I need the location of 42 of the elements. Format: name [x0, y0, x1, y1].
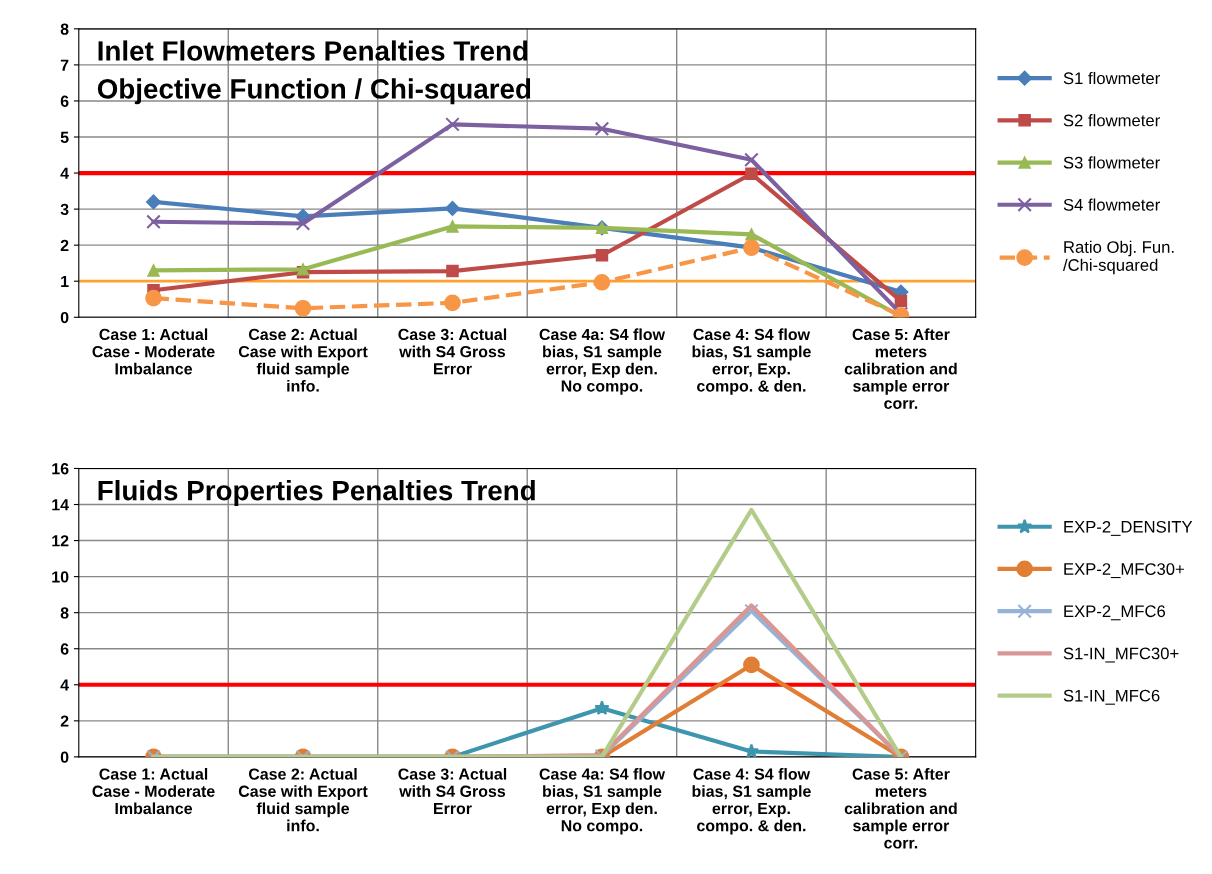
x-tick-label: Case 3: Actual with S4 Gross Error — [398, 328, 507, 375]
y-tick-label: 0 — [60, 311, 69, 324]
legend-label: S3 flowmeter — [1063, 156, 1160, 169]
y-tick-label: 3 — [60, 203, 69, 216]
x-tick-label: Case 2: Actual Case with Export fluid sample info. — [238, 328, 368, 392]
y-tick-label: 0 — [60, 751, 69, 763]
text: Inlet Flowmeters Penalties Trend Objective Function / Chi-squared — [97, 40, 531, 105]
y-tick-label: 2 — [60, 239, 69, 251]
x-tick-label: Case 1: Actual Case - Moderate Imbalance — [92, 328, 215, 375]
legend-label: EXP-2_MFC30+ — [1064, 563, 1184, 579]
y-tick-label: 1 — [61, 276, 69, 287]
x-tick-label: Case 4a: S4 flow bias, S1 sample error, Exp den. No compo. — [539, 328, 666, 395]
y-tick-label: 6 — [60, 643, 69, 655]
legend-label: EXP-2_DENSITY — [1064, 520, 1193, 536]
legend-label: S1-IN_MFC30+ — [1063, 647, 1179, 663]
y-tick-label: 4 — [60, 679, 69, 691]
legend-label: S1 flowmeter — [1063, 71, 1160, 85]
y-tick-label: 6 — [60, 95, 69, 107]
x-tick-label: Case 5: After meters calibration and sample error corr. — [844, 768, 957, 849]
y-tick-label: 10 — [52, 571, 69, 583]
x-tick-label: Case 1: Actual Case - Moderate Imbalance — [92, 768, 215, 815]
legend-label: S2 flowmeter — [1063, 114, 1160, 127]
y-tick-label: 8 — [60, 23, 69, 35]
x-tick-label: Case 4: S4 flow bias, S1 sample error, Exp. compo. & den. — [692, 768, 811, 835]
legend-label: S4 flowmeter — [1063, 198, 1160, 211]
y-tick-label: 4 — [60, 167, 69, 179]
y-tick-label: 12 — [52, 535, 69, 547]
y-tick-label: 2 — [60, 715, 69, 727]
y-tick-label: 7 — [60, 59, 69, 71]
y-tick-label: 16 — [52, 463, 69, 475]
y-tick-label: 8 — [60, 607, 69, 619]
x-tick-label: Case 5: After meters calibration and sample error corr. — [844, 328, 957, 409]
legend-label: Ratio Obj. Fun. /Chi-squared — [1062, 240, 1174, 275]
y-tick-label: 14 — [52, 499, 69, 511]
x-tick-label: Case 3: Actual with S4 Gross Error — [398, 768, 507, 815]
legend-label: S1-IN_MFC6 — [1063, 689, 1160, 705]
legend-label: EXP-2_MFC6 — [1064, 605, 1166, 621]
y-tick-label: 5 — [60, 131, 69, 143]
x-tick-label: Case 4a: S4 flow bias, S1 sample error, Exp den. No compo. — [539, 768, 666, 835]
x-tick-label: Case 2: Actual Case with Export fluid sample info. — [238, 768, 368, 832]
x-tick-label: Case 4: S4 flow bias, S1 sample error, Exp. compo. & den. — [692, 328, 811, 395]
chart-title: Fluids Properties Penalties Trend — [98, 480, 535, 506]
